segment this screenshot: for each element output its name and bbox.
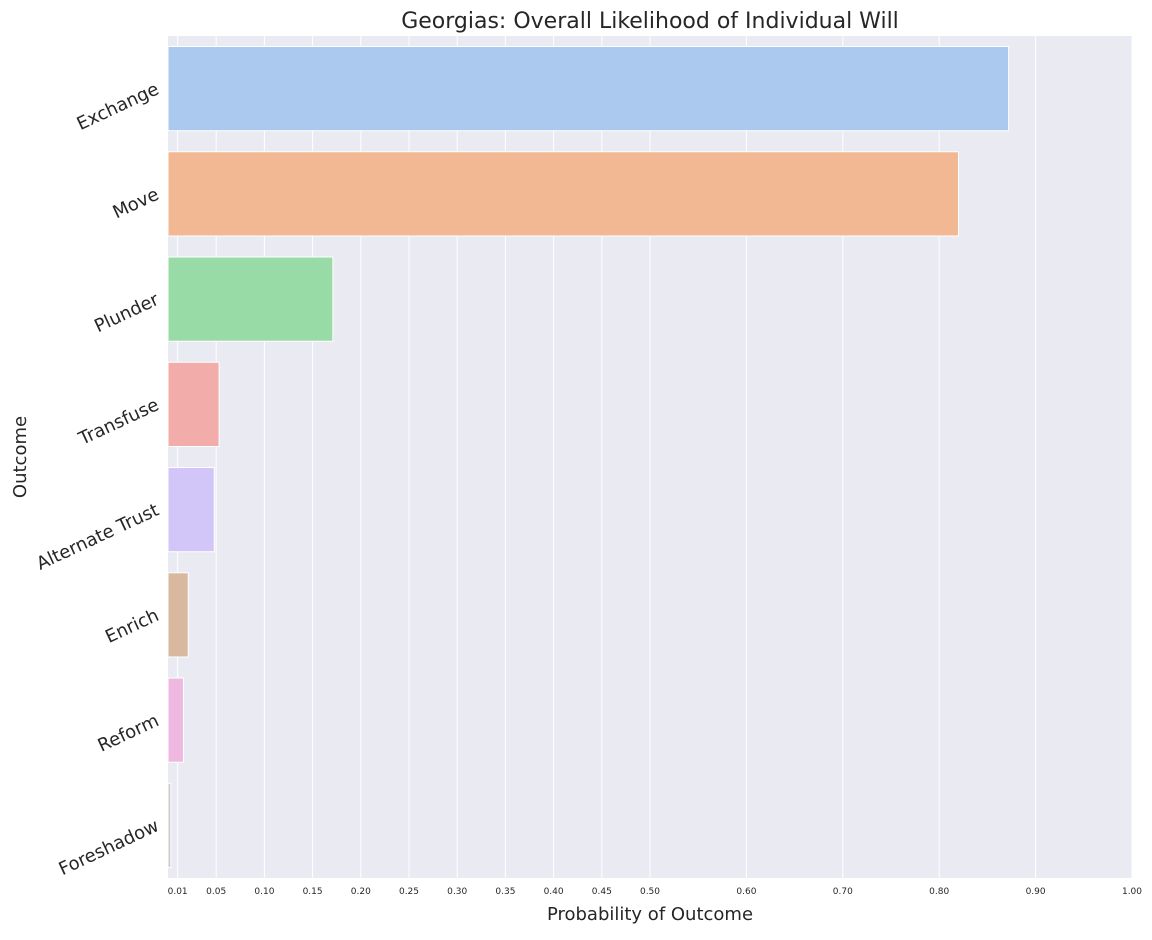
y-tick-label: Plunder	[91, 289, 163, 337]
x-tick-label: 0.15	[303, 887, 323, 897]
y-tick-label: Foreshadow	[56, 815, 163, 880]
x-tick-label: 0.20	[351, 887, 371, 897]
bar-foreshadow	[167, 782, 172, 868]
x-tick-label: 0.80	[929, 887, 949, 897]
x-tick-label: 0.35	[495, 887, 515, 897]
x-axis-label: Probability of Outcome	[547, 904, 753, 925]
x-tick-label: 0.05	[206, 887, 226, 897]
y-tick-label: Enrich	[102, 605, 162, 648]
y-tick-label: Reform	[95, 710, 163, 756]
y-tick-label: Move	[110, 184, 163, 223]
bars-group	[167, 46, 1010, 868]
y-axis-label: Outcome	[10, 416, 31, 498]
x-tick-label: 0.10	[254, 887, 274, 897]
bar-exchange	[167, 46, 1010, 132]
bar-alternate-trust	[167, 467, 215, 553]
x-tick-labels: 0.01 0.05 0.10 0.15 0.20 0.25 0.30 0.35 0.40 0.45…	[168, 887, 1143, 897]
x-tick-label: 0.70	[833, 887, 853, 897]
bar-move	[167, 151, 959, 237]
bar-transfuse	[167, 361, 220, 447]
x-tick-label: 0.30	[447, 887, 467, 897]
x-tick-label: 1.00	[1122, 887, 1142, 897]
y-tick-label: Alternate Trust	[33, 500, 162, 575]
y-tick-labels: Exchange Move Plunder Transfuse Alternate Tr…	[33, 79, 162, 880]
bar-plunder	[167, 256, 334, 342]
chart-title: Georgias: Overall Likelihood of Individu…	[401, 9, 899, 34]
x-tick-label: 0.01	[168, 887, 188, 897]
y-tick-label: Transfuse	[75, 394, 163, 450]
x-tick-label: 0.60	[736, 887, 756, 897]
bar-enrich	[167, 572, 189, 658]
y-tick-label: Exchange	[74, 79, 163, 135]
x-tick-label: 0.50	[640, 887, 660, 897]
bar-reform	[167, 677, 184, 763]
x-tick-label: 0.45	[592, 887, 612, 897]
x-tick-label: 0.25	[399, 887, 419, 897]
x-tick-label: 0.40	[544, 887, 564, 897]
x-tick-label: 0.90	[1026, 887, 1046, 897]
